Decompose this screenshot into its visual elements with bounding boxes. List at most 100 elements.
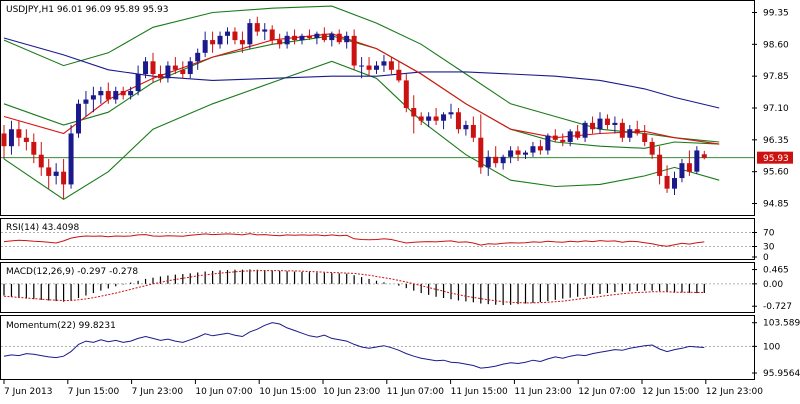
bear-candle <box>493 157 498 163</box>
bull-candle <box>69 133 74 184</box>
bear-candle <box>277 40 282 44</box>
x-axis-tick-label: 7 Jun 15:00 <box>68 387 120 397</box>
bull-candle <box>486 157 491 168</box>
bear-candle <box>106 91 111 99</box>
bull-candle <box>83 100 88 104</box>
bull-candle <box>679 163 684 178</box>
bear-candle <box>337 34 342 42</box>
x-axis-tick-label: 12 Jun 07:00 <box>578 387 635 397</box>
bear-candle <box>367 66 372 70</box>
bull-candle <box>598 119 603 130</box>
x-axis-tick-label: 11 Jun 23:00 <box>514 387 571 397</box>
rsi-axis-tick-label: 70 <box>763 229 775 239</box>
bear-candle <box>665 176 670 189</box>
bear-candle <box>478 138 483 168</box>
bull-candle <box>501 157 506 163</box>
bear-candle <box>590 123 595 129</box>
bull-candle <box>530 146 535 152</box>
bear-candle <box>516 150 521 154</box>
bull-candle <box>247 23 252 44</box>
bear-candle <box>292 36 297 40</box>
bear-candle <box>240 40 245 44</box>
bear-candle <box>620 123 625 138</box>
bull-candle <box>9 129 14 146</box>
bear-candle <box>404 80 409 108</box>
bear-candle <box>121 91 126 95</box>
bear-candle <box>210 40 215 44</box>
bull-candle <box>225 32 230 36</box>
bear-candle <box>434 116 439 120</box>
bear-candle <box>650 142 655 155</box>
x-axis-tick-label: 10 Jun 07:00 <box>195 387 252 397</box>
bull-candle <box>344 36 349 42</box>
rsi-axis-tick-label: 0 <box>763 253 769 263</box>
bull-candle <box>54 172 59 176</box>
rsi-axis-tick-label: 30 <box>763 243 775 253</box>
bull-candle <box>694 150 699 171</box>
x-axis-tick-label: 10 Jun 23:00 <box>323 387 380 397</box>
bear-candle <box>270 29 275 40</box>
bear-candle <box>322 34 327 40</box>
momentum-axis-tick-label: 95.9564 <box>763 369 800 379</box>
momentum-axis-tick-label: 103.5893 <box>763 319 800 329</box>
bear-candle <box>419 116 424 120</box>
bear-candle <box>396 70 401 81</box>
price-axis-tick-label: 98.60 <box>763 40 789 50</box>
bull-candle <box>188 61 193 74</box>
bear-candle <box>605 119 610 125</box>
bear-candle <box>471 125 476 138</box>
macd-title: MACD(12,26,9) -0.297 -0.278 <box>6 267 138 277</box>
bull-candle <box>374 66 379 70</box>
bear-candle <box>232 32 237 40</box>
bear-candle <box>307 36 312 38</box>
bear-candle <box>538 146 543 150</box>
bear-candle <box>46 167 51 175</box>
bull-candle <box>568 131 573 142</box>
bull-candle <box>285 36 290 44</box>
price-axis-tick-label: 99.35 <box>763 8 789 18</box>
last-price-tag-label: 95.93 <box>763 154 789 164</box>
bull-candle <box>508 150 513 156</box>
bear-candle <box>151 61 156 74</box>
momentum-title: Momentum(22) 99.8231 <box>6 321 116 331</box>
bull-candle <box>449 112 454 114</box>
bear-candle <box>158 74 163 78</box>
bear-candle <box>2 133 7 146</box>
bull-candle <box>463 125 468 129</box>
macd-axis-tick-label: 0.00 <box>763 280 783 290</box>
bull-candle <box>672 178 677 189</box>
momentum-axis-tick-label: 100 <box>763 342 780 352</box>
bear-candle <box>39 155 44 168</box>
rsi-title: RSI(14) 43.4098 <box>6 223 79 233</box>
bull-candle <box>359 66 364 67</box>
bull-candle <box>195 53 200 61</box>
x-axis-tick-label: 7 Jun 2013 <box>4 387 52 397</box>
x-axis-tick-label: 7 Jun 23:00 <box>132 387 184 397</box>
bull-candle <box>136 74 141 91</box>
bull-candle <box>545 136 550 151</box>
x-axis-tick-label: 10 Jun 15:00 <box>259 387 316 397</box>
bull-candle <box>627 129 632 137</box>
price-chart-title: USDJPY,H1 96.01 96.09 95.89 95.93 <box>6 5 168 15</box>
bear-candle <box>255 23 260 31</box>
price-axis-tick-label: 95.60 <box>763 168 789 178</box>
bear-candle <box>180 70 185 74</box>
bear-candle <box>553 136 558 140</box>
bear-candle <box>173 66 178 70</box>
bull-candle <box>314 34 319 38</box>
x-axis-tick-label: 12 Jun 15:00 <box>642 387 699 397</box>
bull-candle <box>218 36 223 44</box>
price-axis-tick-label: 94.85 <box>763 200 789 210</box>
bear-candle <box>575 131 580 137</box>
bear-candle <box>657 155 662 176</box>
bull-candle <box>76 104 81 134</box>
bear-candle <box>31 142 36 155</box>
bull-candle <box>441 114 446 120</box>
bull-candle <box>329 34 334 40</box>
bear-candle <box>560 140 565 142</box>
bear-candle <box>411 108 416 116</box>
bull-candle <box>300 36 305 40</box>
bull-candle <box>381 61 386 65</box>
